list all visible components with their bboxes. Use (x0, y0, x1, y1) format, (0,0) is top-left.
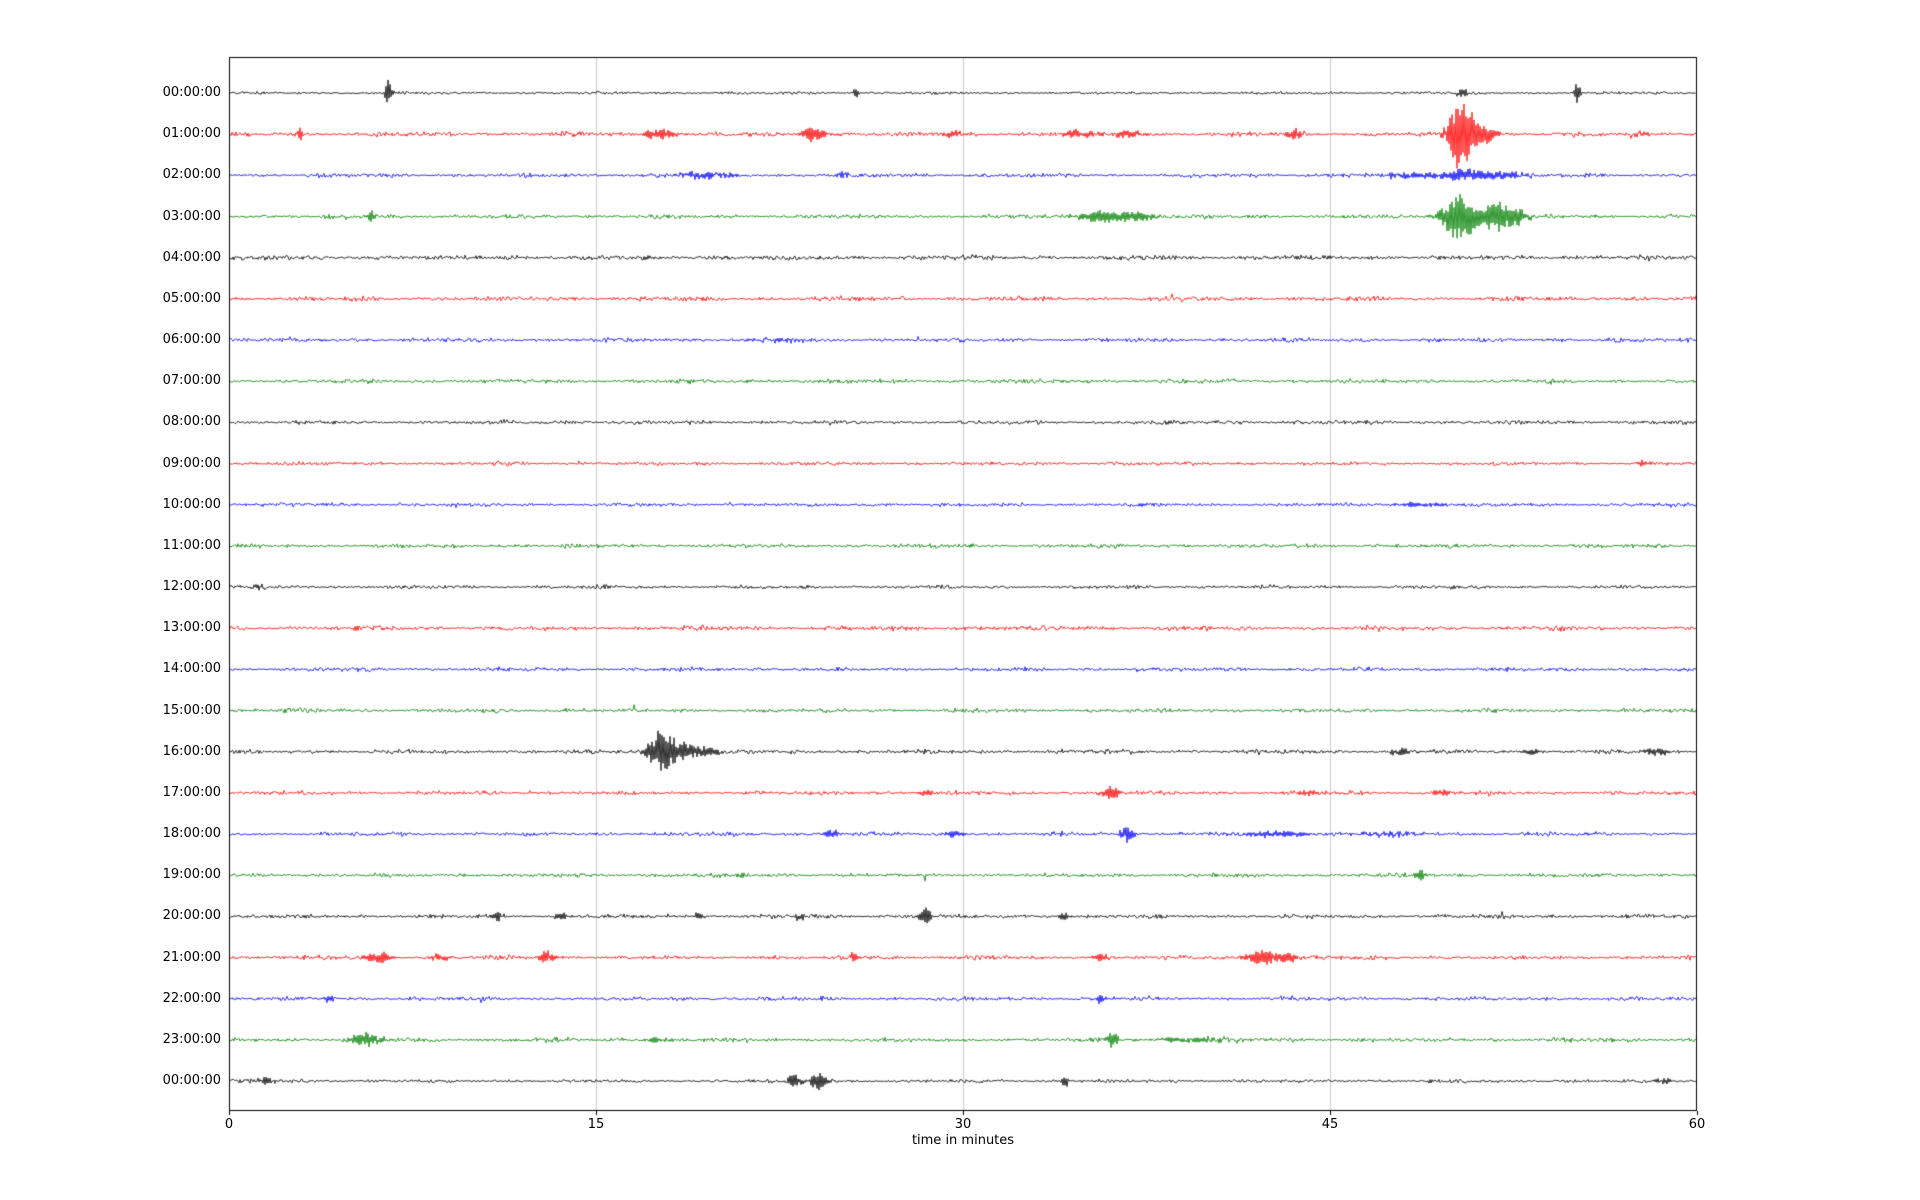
row-label: 10:00:00 (162, 496, 221, 512)
row-label: 16:00:00 (162, 743, 221, 759)
row-label: 12:00:00 (162, 579, 221, 595)
x-tick-label: 15 (587, 1117, 605, 1132)
row-label: 07:00:00 (162, 373, 221, 389)
row-label: 17:00:00 (162, 784, 221, 800)
row-label: 01:00:00 (162, 126, 221, 142)
x-tick-label: 60 (1688, 1117, 1706, 1132)
x-tick-label: 45 (1321, 1117, 1339, 1132)
row-label: 03:00:00 (162, 208, 221, 224)
row-label: 15:00:00 (162, 702, 221, 718)
row-label: 06:00:00 (162, 332, 221, 348)
row-label: 08:00:00 (162, 414, 221, 430)
row-label: 13:00:00 (162, 620, 221, 636)
row-label: 14:00:00 (162, 661, 221, 677)
row-label: 04:00:00 (162, 249, 221, 265)
row-label: 11:00:00 (162, 537, 221, 553)
row-label: 05:00:00 (162, 290, 221, 306)
x-tick-label: 30 (954, 1117, 972, 1132)
row-label: 20:00:00 (162, 908, 221, 924)
row-label: 09:00:00 (162, 455, 221, 471)
x-axis-label: time in minutes (911, 1133, 1015, 1148)
row-label: 19:00:00 (162, 867, 221, 883)
row-label: 18:00:00 (162, 826, 221, 842)
row-label: 22:00:00 (162, 990, 221, 1006)
row-label: 02:00:00 (162, 167, 221, 183)
x-tick-label: 0 (224, 1117, 234, 1132)
row-label: 00:00:00 (162, 1073, 221, 1089)
row-label: 00:00:00 (162, 85, 221, 100)
row-label: 23:00:00 (162, 1031, 221, 1047)
row-label: 21:00:00 (162, 949, 221, 965)
